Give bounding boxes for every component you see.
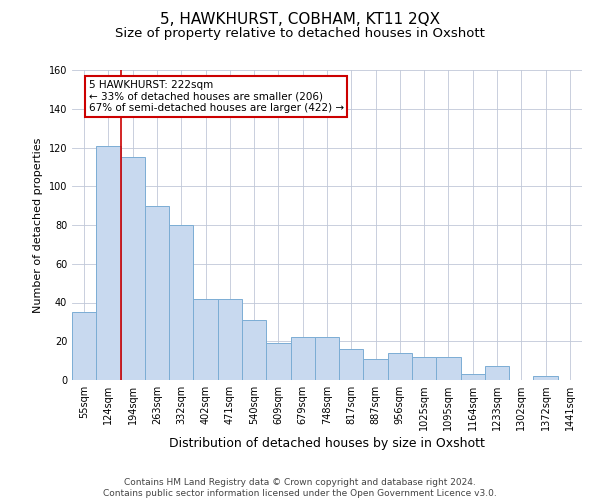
Bar [533, 376, 558, 380]
Bar [72, 312, 96, 380]
Bar [461, 374, 485, 380]
Bar [266, 343, 290, 380]
Text: Contains HM Land Registry data © Crown copyright and database right 2024.
Contai: Contains HM Land Registry data © Crown c… [103, 478, 497, 498]
Bar [412, 357, 436, 380]
Text: Size of property relative to detached houses in Oxshott: Size of property relative to detached ho… [115, 28, 485, 40]
Bar [339, 349, 364, 380]
Bar [121, 157, 145, 380]
X-axis label: Distribution of detached houses by size in Oxshott: Distribution of detached houses by size … [169, 438, 485, 450]
Bar [315, 338, 339, 380]
Bar [364, 358, 388, 380]
Bar [169, 225, 193, 380]
Bar [242, 320, 266, 380]
Bar [145, 206, 169, 380]
Bar [290, 338, 315, 380]
Bar [218, 298, 242, 380]
Y-axis label: Number of detached properties: Number of detached properties [33, 138, 43, 312]
Text: 5, HAWKHURST, COBHAM, KT11 2QX: 5, HAWKHURST, COBHAM, KT11 2QX [160, 12, 440, 28]
Bar [436, 357, 461, 380]
Text: 5 HAWKHURST: 222sqm
← 33% of detached houses are smaller (206)
67% of semi-detac: 5 HAWKHURST: 222sqm ← 33% of detached ho… [89, 80, 344, 113]
Bar [485, 366, 509, 380]
Bar [193, 298, 218, 380]
Bar [96, 146, 121, 380]
Bar [388, 353, 412, 380]
